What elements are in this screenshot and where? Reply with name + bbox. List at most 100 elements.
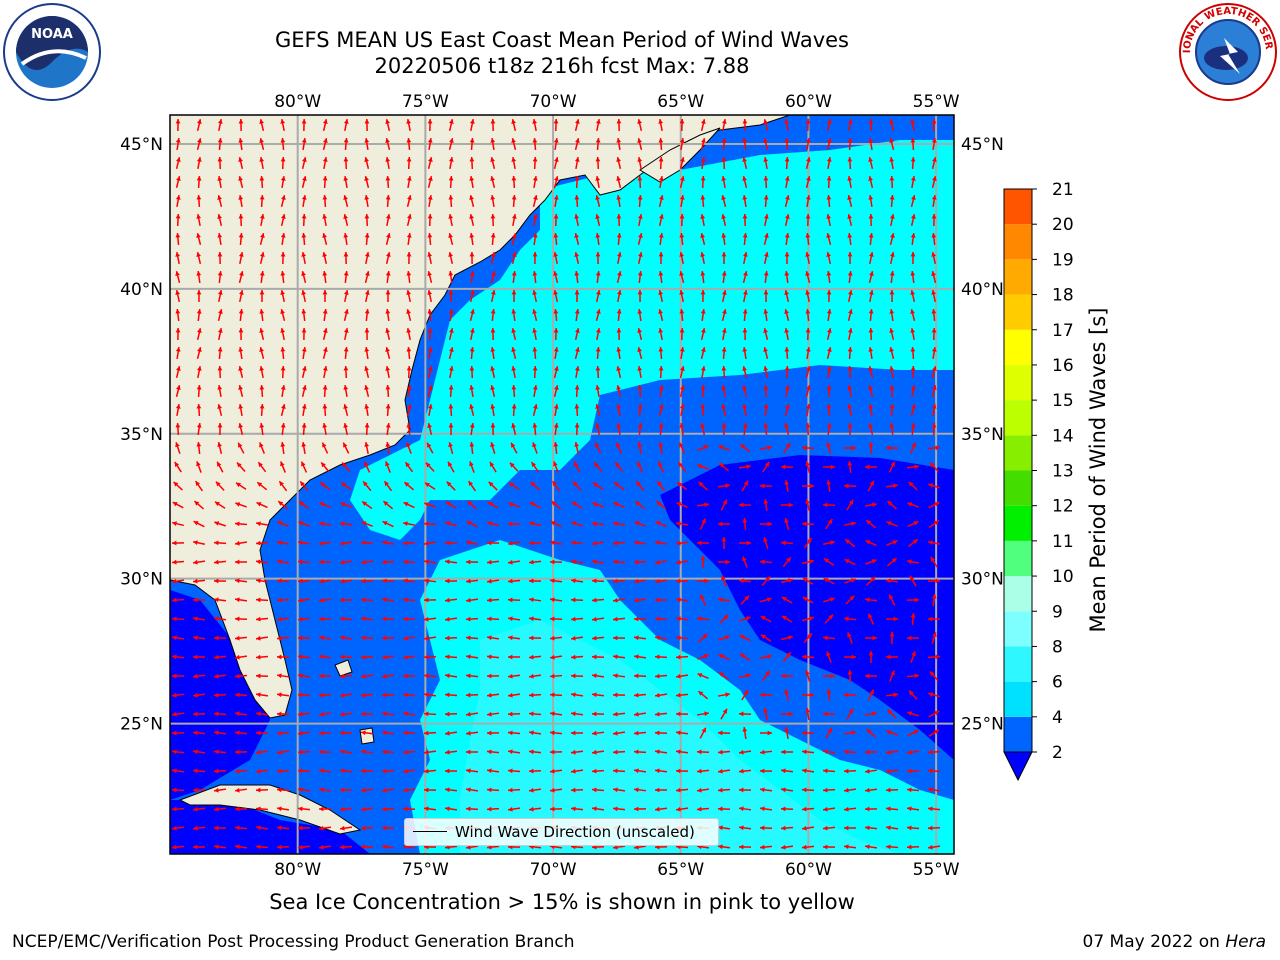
wind-wave-arrow [700,308,706,322]
wind-wave-arrow [385,365,391,379]
wind-wave-arrow [259,156,265,170]
wind-wave-arrow [215,481,225,491]
wind-wave-arrow [444,654,458,660]
wind-wave-arrow [868,422,874,436]
lon-tick-top: 75°W [402,92,449,112]
wind-wave-arrow [633,730,647,736]
wind-wave-arrow [406,365,412,379]
wind-wave-arrow [847,118,853,132]
wind-wave-arrow [553,137,559,151]
wind-wave-arrow [721,536,727,550]
wind-wave-arrow [612,540,626,546]
wind-wave-arrow [406,194,412,208]
wind-wave-arrow [488,481,498,491]
wind-wave-arrow [591,540,605,546]
wind-wave-arrow [193,500,205,510]
wind-wave-arrow [448,422,454,436]
wind-wave-arrow [801,749,815,755]
footer-host: Hera [1225,932,1266,952]
wind-wave-arrow [846,499,854,511]
wind-wave-arrow [490,156,496,170]
wind-wave-arrow [360,597,374,603]
wind-wave-arrow [633,711,647,717]
wind-wave-arrow [616,422,622,436]
wind-wave-arrow [217,118,223,132]
wind-wave-arrow [654,730,668,736]
wind-wave-arrow [889,175,895,189]
wind-wave-arrow [654,559,668,565]
wind-wave-arrow [343,232,349,246]
wind-wave-arrow [843,654,857,660]
wind-wave-arrow [343,403,349,417]
wind-wave-arrow [297,806,311,812]
wind-wave-arrow [381,654,395,660]
wind-wave-arrow [805,384,811,398]
wind-wave-arrow [616,118,622,132]
wind-wave-arrow [738,540,752,546]
wind-wave-arrow [255,521,269,527]
wind-wave-arrow [343,175,349,189]
wind-wave-arrow [738,806,752,812]
wind-wave-arrow [507,597,521,603]
footer-date: 07 May 2022 on Hera [1083,932,1267,952]
wind-wave-arrow [658,289,664,303]
colorbar-tick-label: 20 [1052,215,1074,235]
wind-wave-arrow [721,289,727,303]
wind-wave-arrow [490,384,496,398]
wind-wave-arrow [445,501,457,509]
wind-wave-arrow [889,118,895,132]
wind-wave-arrow [717,521,731,527]
wind-wave-arrow [318,540,332,546]
wind-wave-arrow [802,616,814,622]
wind-wave-arrow [826,156,832,170]
wind-wave-arrow [255,711,269,717]
wind-wave-arrow [906,806,920,812]
wind-wave-arrow [909,575,917,587]
wind-wave-arrow [679,289,685,303]
wind-wave-arrow [276,540,290,546]
wind-wave-arrow [259,346,265,360]
wind-wave-arrow [633,844,647,850]
colorbar-segment [1004,189,1032,225]
wind-wave-arrow [196,270,202,284]
wind-wave-arrow [360,692,374,698]
wind-wave-arrow [928,729,940,737]
wind-wave-arrow [217,422,223,436]
wind-wave-arrow [213,597,227,603]
wind-wave-arrow [217,441,223,455]
wind-wave-arrow [612,521,626,527]
wind-wave-arrow [238,156,244,170]
wind-wave-arrow [843,844,857,850]
wind-wave-arrow [406,346,412,360]
wind-wave-arrow [507,711,521,717]
wind-wave-arrow [886,730,898,736]
wind-wave-arrow [679,271,685,283]
wind-wave-arrow [868,175,874,189]
wind-wave-arrow [888,461,896,473]
wind-wave-arrow [171,616,185,622]
wind-wave-arrow [570,749,584,755]
wind-wave-arrow [574,137,580,151]
wind-wave-arrow [423,806,437,812]
wind-wave-arrow [532,422,538,436]
wind-wave-arrow [571,500,583,510]
wind-wave-arrow [364,251,370,265]
wind-wave-arrow [322,213,328,227]
wind-wave-arrow [742,251,748,265]
wind-wave-arrow [402,711,416,717]
wind-wave-arrow [553,327,559,341]
wind-wave-arrow [234,749,248,755]
noaa-logo: NOAA [3,3,101,101]
wind-wave-arrow [721,118,727,132]
colorbar-tick-label: 2 [1052,743,1063,763]
colorbar-tick-label: 4 [1052,708,1063,728]
wind-wave-arrow [637,365,643,379]
wind-wave-arrow [234,692,248,698]
wind-wave-arrow [679,175,685,189]
wind-wave-arrow [486,692,500,698]
wind-wave-arrow [259,289,265,303]
wind-wave-arrow [927,806,941,812]
wind-wave-arrow [528,578,542,584]
wind-wave-arrow [529,481,541,491]
wind-wave-arrow [469,441,475,455]
